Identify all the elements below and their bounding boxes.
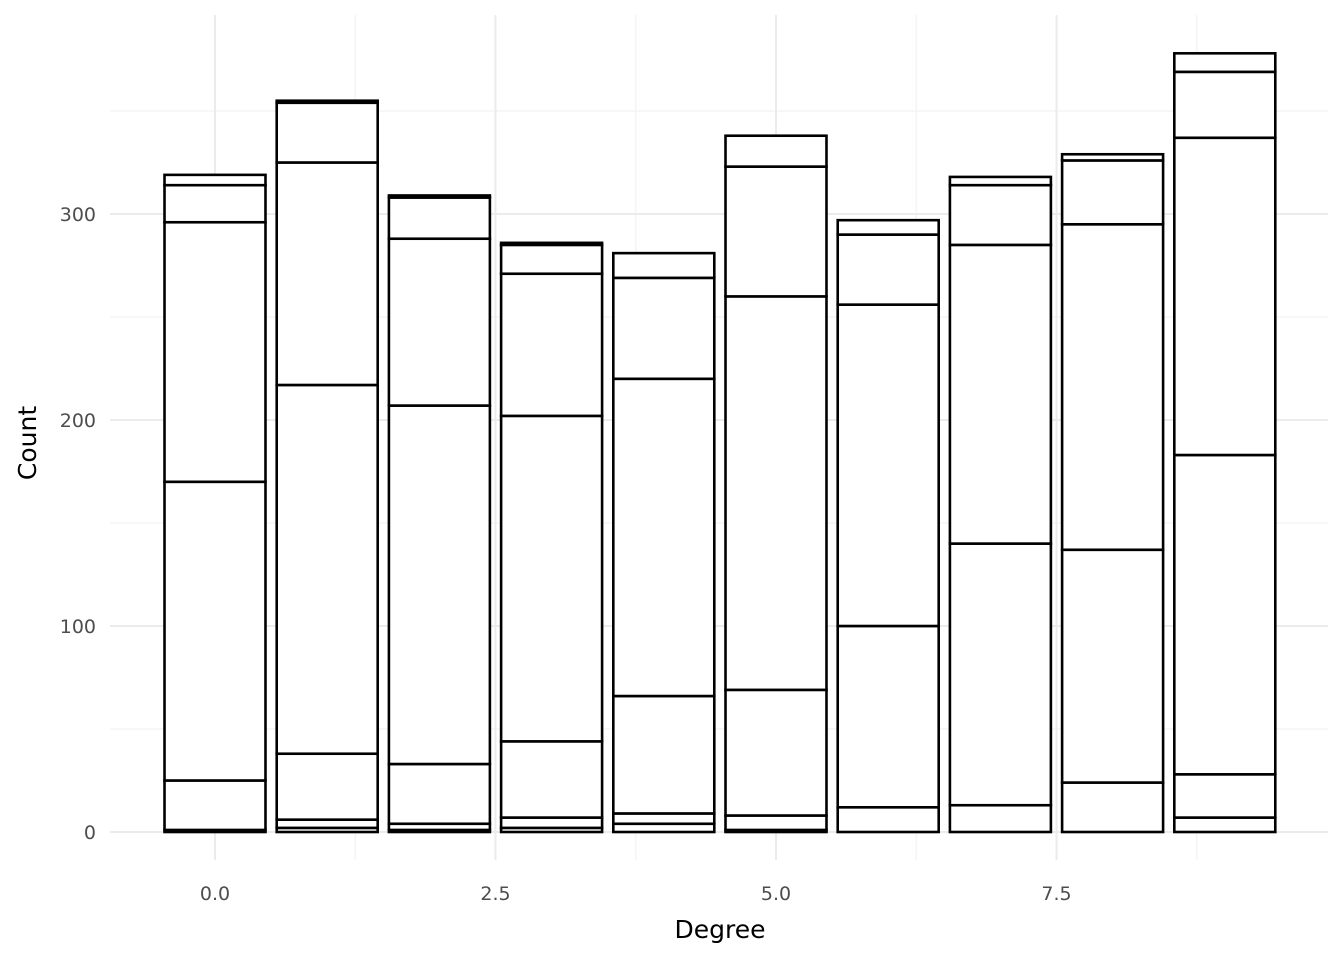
bar-segment (275, 383, 379, 756)
bar-segment (948, 183, 1053, 247)
bar-4 (612, 251, 716, 834)
bar-segment (1173, 453, 1277, 776)
bar-segment (836, 624, 940, 809)
bar-segment (163, 173, 267, 187)
bar-segment (1173, 52, 1277, 74)
bar-1 (275, 99, 379, 834)
bar-segment (163, 480, 267, 782)
y-tick-label: 0 (84, 822, 96, 844)
y-tick-labels: 0 100 200 300 (60, 204, 96, 844)
bar-segment (1060, 159, 1165, 226)
bar-segment (275, 101, 379, 164)
bar-8 (1060, 152, 1165, 834)
x-tick-label: 7.5 (1041, 883, 1071, 905)
bar-3 (499, 241, 604, 834)
bar-segment (387, 404, 492, 766)
bar-segment (612, 377, 716, 698)
bar-segment (387, 196, 492, 241)
y-axis-title: Count (13, 406, 42, 480)
bar-segment (1173, 816, 1277, 834)
bar-segment (724, 134, 828, 168)
bar-segment (1173, 70, 1277, 140)
bar-segment (275, 752, 379, 821)
x-tick-labels: 0.0 2.5 5.0 7.5 (200, 883, 1072, 905)
bar-segment (724, 814, 828, 832)
bar-6 (836, 218, 940, 834)
bar-segment (948, 803, 1053, 834)
bar-segment (387, 194, 492, 199)
bar-segment (163, 183, 267, 224)
y-tick-label: 200 (60, 410, 96, 432)
x-axis-title: Degree (675, 915, 766, 944)
bars (163, 52, 1277, 834)
bar-5 (724, 134, 828, 834)
bar-7 (948, 175, 1053, 834)
bar-segment (612, 251, 716, 280)
bar-segment (612, 812, 716, 826)
bar-segment (1060, 223, 1165, 552)
bar-segment (948, 243, 1053, 545)
bar-segment (1060, 548, 1165, 784)
x-tick-label: 0.0 (200, 883, 230, 905)
bar-segment (948, 175, 1053, 187)
bar-segment (275, 99, 379, 105)
bar-0 (163, 173, 267, 834)
bar-segment (836, 218, 940, 236)
bar-segment (1173, 136, 1277, 457)
bar-segment (724, 688, 828, 817)
bar-2 (387, 194, 492, 834)
bar-segment (1060, 152, 1165, 162)
y-tick-label: 300 (60, 204, 96, 226)
bar-segment (836, 805, 940, 834)
bar-segment (724, 165, 828, 298)
bar-segment (499, 243, 604, 276)
bar-segment (612, 276, 716, 381)
bar-segment (499, 241, 604, 247)
bar-segment (836, 303, 940, 628)
bar-segment (836, 233, 940, 306)
bar-segment (1060, 781, 1165, 834)
bar-segment (1173, 773, 1277, 819)
bar-segment (387, 762, 492, 826)
bar-segment (499, 414, 604, 743)
bar-segment (612, 694, 716, 815)
x-tick-label: 5.0 (761, 883, 791, 905)
bar-9 (1173, 52, 1277, 834)
bar-segment (163, 779, 267, 832)
bar-segment (499, 816, 604, 830)
bar-segment (724, 295, 828, 692)
bar-segment (499, 272, 604, 418)
y-tick-label: 100 (60, 616, 96, 638)
x-tick-label: 2.5 (480, 883, 510, 905)
bar-segment (948, 542, 1053, 807)
bar-segment (387, 237, 492, 407)
bar-segment (275, 161, 379, 387)
bar-segment (499, 740, 604, 819)
bar-segment (163, 220, 267, 484)
